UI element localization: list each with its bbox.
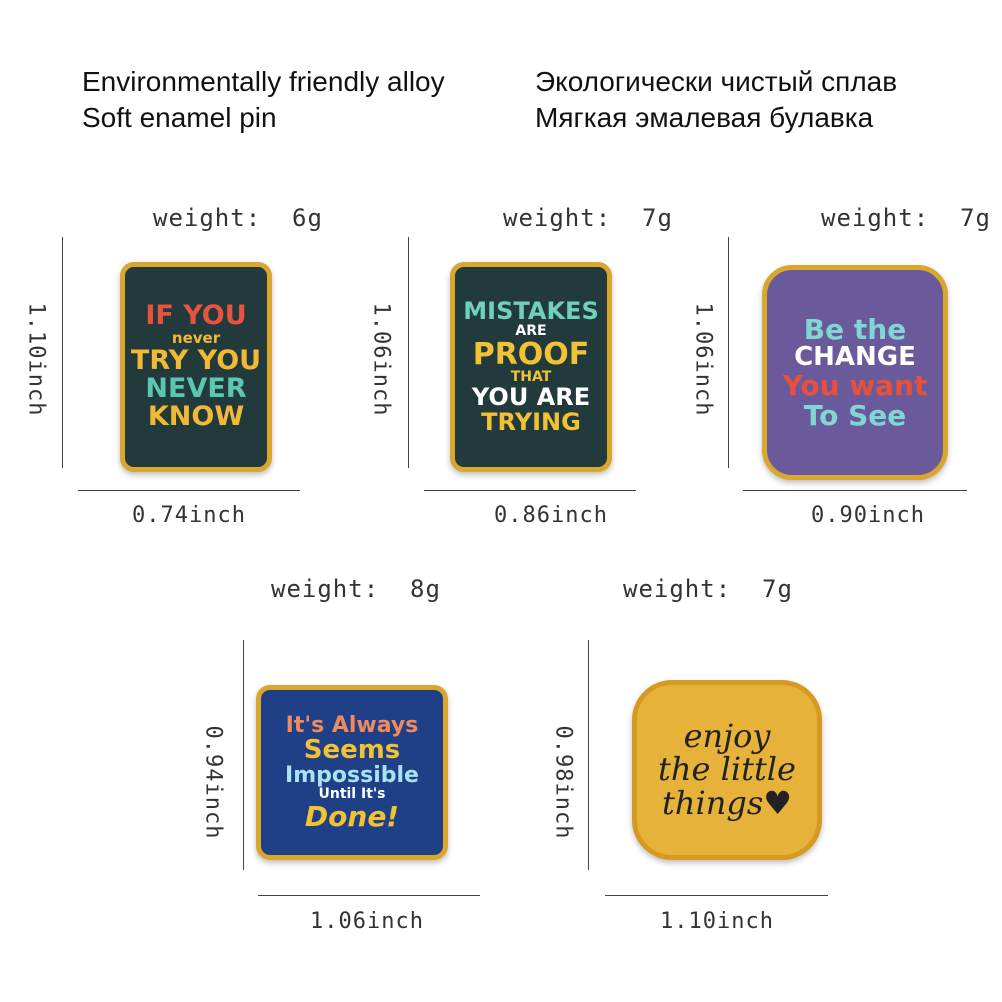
pin-5-height: 0.98inch [550, 725, 576, 840]
pin-text-line: TRYING [481, 408, 581, 437]
pin-3-height-line [728, 237, 729, 468]
pin-4-height-line [243, 640, 244, 870]
pin-text-line: CHANGE [794, 342, 916, 373]
pin-2-width-line [424, 490, 636, 491]
pin-2-height-line [408, 237, 409, 468]
pin-1-height: 1.10inch [23, 302, 49, 417]
pin-3-width: 0.90inch [811, 503, 925, 528]
pin-text-line: You want [782, 369, 928, 403]
pin-5-width-line [605, 895, 828, 896]
pin-1-image: IF YOU never TRY YOU NEVER KNOW [120, 262, 272, 472]
pin-1-width: 0.74inch [132, 503, 246, 528]
pin-text-line: KNOW [147, 401, 245, 433]
pin-4-height: 0.94inch [200, 725, 226, 840]
pin-text-line: YOU ARE [471, 382, 591, 411]
pin-5-weight: weight: 7g [623, 575, 793, 603]
feature-ru-1: Экологически чистый сплав [535, 66, 898, 97]
feature-ru-2: Мягкая эмалевая булавка [535, 102, 874, 133]
pin-text-line: Seems [303, 734, 401, 765]
pin-text-line: Done! [304, 799, 400, 833]
pin-text-line: NEVER [145, 372, 247, 404]
pin-3-weight: weight: 7g [821, 204, 991, 232]
pin-text-line: TRY YOU [130, 344, 262, 376]
pin-text-line: enjoy [683, 716, 771, 755]
pin-3-image: Be the CHANGE You want To See [762, 265, 948, 480]
pin-5-image: enjoy the little things♥ [632, 680, 822, 860]
pin-4-width: 1.06inch [310, 909, 424, 934]
pin-text-line: ARE [515, 322, 547, 339]
pin-text-line: Until It's [318, 786, 386, 803]
pin-3-height: 1.06inch [690, 302, 716, 417]
pin-text-line: IF YOU [145, 300, 247, 332]
pin-text-line: It's Always [285, 712, 419, 738]
pin-text-line: MISTAKES [463, 296, 599, 325]
pin-1-width-line [78, 490, 300, 491]
feature-en-1: Environmentally friendly alloy [82, 66, 445, 97]
pin-1-height-line [62, 237, 63, 468]
pin-text-line: never [171, 328, 221, 347]
pin-4-width-line [258, 895, 480, 896]
pin-2-weight: weight: 7g [503, 204, 673, 232]
pin-text-line: things♥ [662, 783, 792, 822]
pin-text-line: Be the [803, 312, 907, 346]
pin-2-height: 1.06inch [368, 302, 394, 417]
pin-2-width: 0.86inch [494, 503, 608, 528]
pin-text-line: THAT [510, 369, 552, 386]
pin-3-width-line [743, 490, 967, 491]
pin-4-image: It's Always Seems Impossible Until It's … [256, 685, 448, 860]
pin-1-weight: weight: 6g [153, 204, 323, 232]
pin-text-line: PROOF [472, 336, 590, 372]
pin-text-line: Impossible [285, 763, 419, 789]
pin-5-width: 1.10inch [660, 909, 774, 934]
pin-2-image: MISTAKES ARE PROOF THAT YOU ARE TRYING [450, 262, 612, 472]
pin-4-weight: weight: 8g [271, 575, 441, 603]
feature-en-2: Soft enamel pin [82, 102, 277, 133]
pin-5-height-line [588, 640, 589, 870]
pin-text-line: the little [658, 750, 796, 789]
pin-text-line: To See [803, 398, 907, 432]
